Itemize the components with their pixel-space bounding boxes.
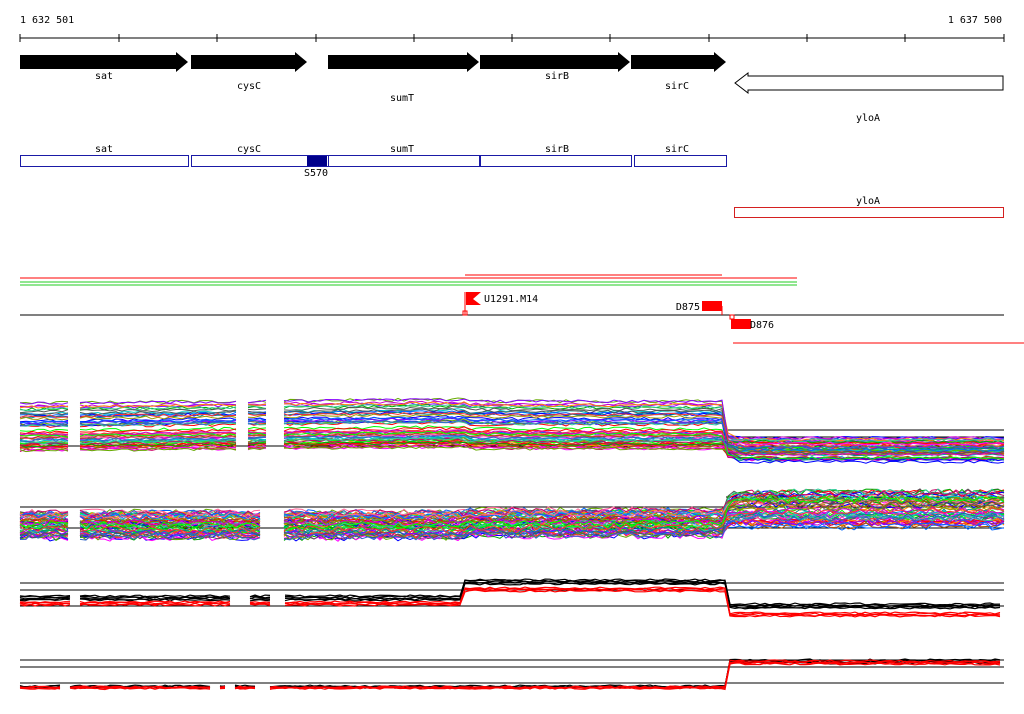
profile-trace: [19, 416, 1005, 453]
marker-D876-base-icon: [729, 314, 735, 320]
gene-label-sat: sat: [95, 71, 113, 82]
segment-lines-track: [20, 274, 1024, 344]
blue-box-label-sirC: sirC: [665, 144, 689, 155]
profile-trace: [19, 434, 1005, 449]
marker-label-U1291: U1291.M14: [484, 294, 538, 305]
profile-trace: [19, 580, 1000, 608]
gene-arrow-sat[interactable]: [20, 52, 188, 72]
feature-S570-block[interactable]: [307, 156, 327, 166]
profile-trace: [19, 426, 1005, 456]
marker-label-D876: D876: [750, 320, 774, 331]
red-box-yloA[interactable]: [734, 207, 1004, 218]
gene-arrow-track: sat cysC sumT sirB sirC yloA: [20, 52, 1004, 124]
profile-trace: [19, 411, 1005, 462]
profile-trace: [19, 404, 1005, 450]
blue-box-label-sat: sat: [95, 144, 113, 155]
profile-trace: [19, 430, 1005, 446]
profile-trace: [19, 443, 1005, 460]
profile-panel-2: [19, 488, 1005, 542]
profile-trace: [19, 440, 1005, 448]
gene-arrow-cysC[interactable]: [191, 52, 307, 72]
red-box-label-yloA: yloA: [856, 196, 880, 207]
blue-gene-box-track: sat cysC sumT sirB sirC S570: [20, 144, 727, 179]
gene-label-sirB: sirB: [545, 71, 569, 82]
marker-track: U1291.M14 D875 D876: [462, 292, 774, 331]
gene-arrow-yloA[interactable]: [734, 71, 1004, 95]
profile-trace: [19, 589, 1001, 618]
marker-D876-block[interactable]: [731, 319, 751, 329]
red-gene-box-track: yloA: [734, 196, 1004, 218]
profile-trace: [19, 445, 1005, 453]
gene-arrow-sirB[interactable]: [480, 52, 630, 72]
profile-trace: [20, 661, 1001, 690]
marker-D875-block[interactable]: [702, 301, 722, 311]
profile-trace: [19, 586, 1001, 615]
profile-trace: [19, 420, 1005, 444]
blue-box-label-cysC: cysC: [237, 144, 261, 155]
profile-trace: [19, 405, 1005, 455]
blue-box-sat[interactable]: [20, 155, 189, 167]
profile-trace: [19, 439, 1005, 448]
profile-trace: [19, 401, 1005, 444]
profile-trace: [19, 429, 1005, 444]
profile-trace: [19, 587, 1001, 616]
profile-trace: [19, 588, 1001, 617]
gene-arrow-sumT[interactable]: [328, 52, 479, 72]
gene-label-yloA: yloA: [856, 113, 880, 124]
profile-trace: [19, 513, 1005, 529]
flag-base-icon: [462, 310, 468, 316]
profile-trace: [19, 662, 1001, 691]
profile-trace: [19, 661, 1001, 690]
feature-label-S570: S570: [304, 168, 328, 179]
gene-label-sirC: sirC: [665, 81, 689, 92]
profile-trace: [19, 425, 1005, 453]
profile-trace: [19, 514, 1005, 541]
profile-panel-4: [19, 658, 1004, 691]
profile-panel-1: [19, 397, 1005, 464]
coordinate-ruler: 1 632 501 1 637 500: [19, 15, 1005, 42]
marker-label-D875: D875: [676, 302, 700, 313]
gene-arrow-sirC[interactable]: [631, 52, 726, 72]
profile-trace: [20, 437, 1005, 445]
profile-panel-3: [19, 578, 1004, 618]
profile-trace: [19, 507, 1005, 534]
profile-trace: [19, 582, 1001, 610]
blue-box-label-sumT: sumT: [390, 144, 414, 155]
profile-trace: [19, 411, 1005, 449]
profile-trace: [19, 398, 1005, 450]
profile-trace: [19, 408, 1005, 461]
profile-trace: [19, 430, 1005, 460]
ruler-ticks: [19, 34, 1005, 42]
blue-box-cysC-sumT[interactable]: [191, 155, 480, 167]
profile-trace: [19, 397, 1005, 445]
profile-trace: [19, 432, 1005, 456]
profile-trace: [19, 403, 1005, 452]
ruler-end-label: 1 637 500: [948, 15, 1002, 26]
flag-icon[interactable]: [466, 292, 481, 305]
gene-label-sumT: sumT: [390, 93, 414, 104]
profile-trace: [19, 428, 1005, 457]
profile-trace: [19, 499, 1005, 520]
profile-trace: [19, 401, 1005, 442]
profile-trace: [19, 660, 1001, 690]
ruler-start-label: 1 632 501: [20, 15, 74, 26]
profile-trace: [19, 578, 1001, 606]
blue-box-sirC[interactable]: [634, 155, 727, 167]
profile-trace: [19, 660, 1001, 689]
blue-box-label-sirB: sirB: [545, 144, 569, 155]
gene-label-cysC: cysC: [237, 81, 261, 92]
blue-box-sirB[interactable]: [480, 155, 632, 167]
